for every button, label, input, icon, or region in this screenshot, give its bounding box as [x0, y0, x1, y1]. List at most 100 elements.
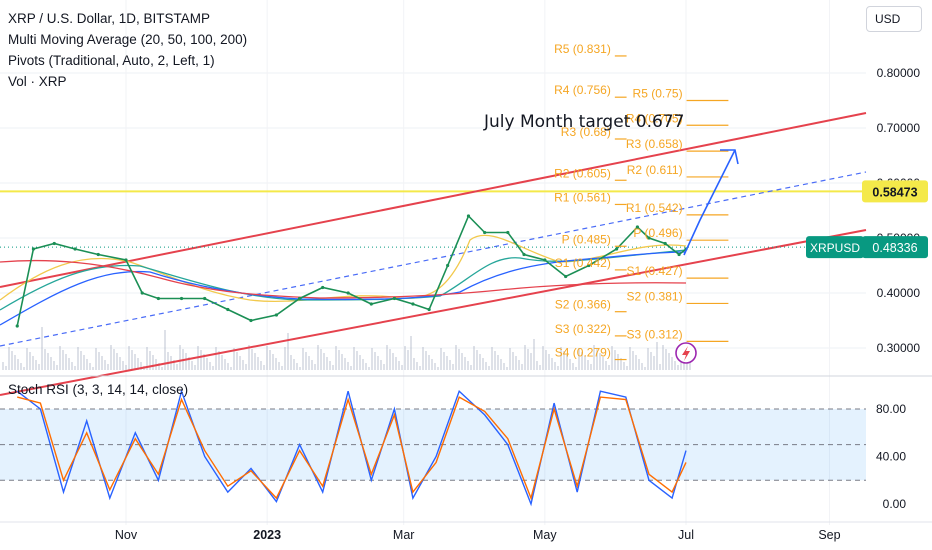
volume-bar	[206, 358, 208, 370]
volume-bar	[311, 360, 313, 370]
volume-bar	[485, 362, 487, 370]
pivot-level-label: R5 (0.831)	[554, 42, 611, 56]
rsi-tick-label: 0.00	[883, 497, 907, 511]
volume-bar	[413, 358, 415, 370]
volume-bar	[65, 354, 67, 370]
lightning-bolt-icon	[682, 346, 690, 361]
volume-bar	[254, 353, 256, 370]
volume-bar	[203, 354, 205, 370]
volume-bar	[128, 346, 130, 370]
volume-bar	[32, 356, 34, 370]
volume-bar	[38, 364, 40, 370]
volume-bar	[605, 361, 607, 370]
volume-bar	[323, 353, 325, 370]
volume-bar	[272, 354, 274, 370]
legend-symbol[interactable]: XRP / U.S. Dollar, 1D, BITSTAMP	[8, 11, 211, 26]
volume-bar	[74, 366, 76, 370]
volume-bar	[623, 362, 625, 370]
volume-bar	[440, 348, 442, 370]
rsi-tick-label: 40.00	[876, 450, 906, 464]
volume-bar	[653, 356, 655, 370]
volume-bar	[659, 364, 661, 370]
volume-bar	[23, 367, 25, 370]
legend-moving-average[interactable]: Multi Moving Average (20, 50, 100, 200)	[8, 32, 248, 47]
pivot-level-label: R5 (0.75)	[633, 87, 683, 101]
price-point	[483, 230, 487, 235]
volume-bar	[320, 349, 322, 370]
legend-volume[interactable]: Vol · XRP	[8, 74, 67, 89]
volume-bar	[209, 362, 211, 370]
projection-arrow-head	[720, 149, 739, 165]
volume-bar	[647, 348, 649, 370]
volume-bar	[110, 345, 112, 370]
volume-bar	[617, 354, 619, 370]
symbol-badge	[806, 236, 864, 259]
price-point	[635, 225, 640, 229]
volume-bar	[512, 352, 514, 370]
volume-bar	[56, 365, 58, 370]
price-point	[663, 241, 667, 246]
volume-bar	[221, 355, 223, 370]
price-point	[203, 296, 207, 301]
volume-bar	[161, 367, 163, 370]
volume-bar	[542, 346, 544, 370]
volume-bar	[185, 353, 187, 370]
volume-bar	[341, 354, 343, 370]
price-point	[614, 247, 619, 251]
volume-bar	[26, 348, 28, 370]
volume-bar	[395, 357, 397, 370]
volume-bar	[503, 363, 505, 370]
price-point	[31, 247, 36, 251]
time-tick-label: May	[533, 528, 557, 542]
pivot-level-label: R4 (0.756)	[554, 83, 611, 97]
price-tick-label: 0.30000	[877, 341, 921, 355]
volume-bar	[470, 365, 472, 370]
volume-bar	[80, 351, 82, 370]
volume-bar	[35, 360, 37, 370]
pivot-level-label: R3 (0.68)	[561, 125, 611, 139]
volume-bar	[464, 357, 466, 370]
volume-bar	[122, 361, 124, 370]
volume-bar	[287, 333, 289, 370]
price-point	[15, 324, 19, 328]
legend-pivots[interactable]: Pivots (Traditional, Auto, 2, Left, 1)	[8, 53, 215, 68]
price-point	[124, 258, 128, 262]
volume-bar	[509, 348, 511, 370]
volume-bar	[644, 367, 646, 370]
volume-bar	[47, 353, 49, 370]
volume-bar	[407, 350, 409, 370]
volume-bar	[2, 362, 4, 370]
volume-bar	[494, 351, 496, 370]
stoch-rsi-title[interactable]: Stoch RSI (3, 3, 14, 14, close)	[8, 382, 189, 397]
volume-bars	[2, 327, 691, 370]
volume-bar	[257, 357, 259, 370]
volume-bar	[425, 351, 427, 370]
volume-bar	[137, 358, 139, 370]
price-badge	[862, 236, 928, 259]
currency-button[interactable]: USD	[866, 6, 922, 32]
volume-bar	[593, 345, 595, 370]
volume-bar	[230, 367, 232, 370]
price-line	[16, 214, 687, 327]
volume-bar	[668, 353, 670, 370]
volume-bar	[50, 357, 52, 370]
pivot-level-label: S2 (0.381)	[627, 289, 683, 303]
volume-bar	[107, 364, 109, 370]
volume-bar	[380, 360, 382, 370]
volume-bar	[533, 339, 535, 370]
volume-bar	[134, 354, 136, 370]
price-point	[392, 296, 397, 301]
level-badge-value: 0.58473	[872, 185, 917, 199]
volume-bar	[650, 352, 652, 370]
volume-bar	[641, 363, 643, 370]
volume-bar	[11, 351, 13, 370]
volume-bar	[140, 362, 142, 370]
volume-bar	[212, 366, 214, 370]
volume-bar	[158, 363, 160, 370]
pivot-level-label: S2 (0.366)	[555, 298, 611, 312]
volume-bar	[131, 350, 133, 370]
volume-bar	[671, 357, 673, 370]
volume-bar	[620, 358, 622, 370]
volume-bar	[545, 350, 547, 370]
